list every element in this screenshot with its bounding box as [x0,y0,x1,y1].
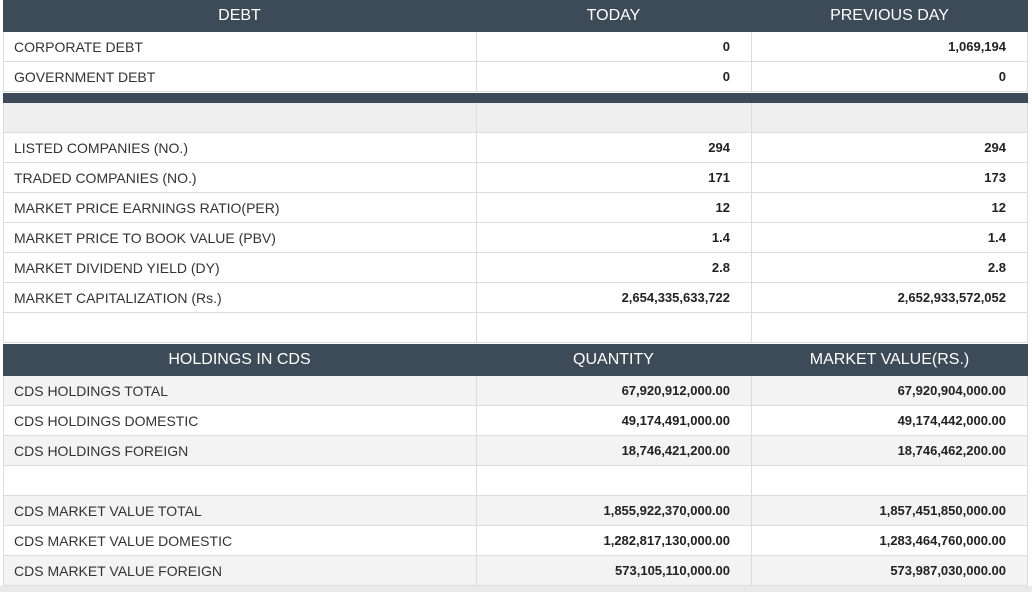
row-label: CORPORATE DEBT [3,32,476,62]
row-quantity-value: 1,855,922,370,000.00 [476,496,751,526]
row-market-value: 67,920,904,000.00 [751,376,1028,406]
row-today-value: 0 [476,62,751,92]
row-previous-value: 12 [751,193,1028,223]
debt-table-header: DEBT TODAY PREVIOUS DAY [3,0,1028,32]
row-market-value: 573,987,030,000.00 [751,556,1028,586]
table-row [3,103,1028,133]
section-divider [3,93,1028,103]
cds-header-market-value: MARKET VALUE(RS.) [809,351,970,368]
row-today-value: 171 [476,163,751,193]
row-previous-value [751,103,1028,133]
row-label: MARKET PRICE EARNINGS RATIO(PER) [3,193,476,223]
row-previous-value: 294 [751,133,1028,163]
row-quantity-value: 1,282,817,130,000.00 [476,526,751,556]
table-row: MARKET PRICE TO BOOK VALUE (PBV) 1.4 1.4 [3,223,1028,253]
row-today-value: 2.8 [476,253,751,283]
row-today-value [476,313,751,343]
row-label: LISTED COMPANIES (NO.) [3,133,476,163]
row-today-value: 1.4 [476,223,751,253]
row-label: CDS MARKET VALUE FOREIGN [3,556,476,586]
row-previous-value: 2.8 [751,253,1028,283]
row-label [3,313,476,343]
row-market-value: 1,283,464,760,000.00 [751,526,1028,556]
row-label: CDS HOLDINGS TOTAL [3,376,476,406]
row-today-value: 294 [476,133,751,163]
row-today-value [476,103,751,133]
row-label: MARKET DIVIDEND YIELD (DY) [3,253,476,283]
row-label: CDS MARKET VALUE TOTAL [3,496,476,526]
table-row: CDS HOLDINGS TOTAL 67,920,912,000.00 67,… [3,376,1028,406]
row-label: TRADED COMPANIES (NO.) [3,163,476,193]
row-previous-value: 1.4 [751,223,1028,253]
table-row: CDS MARKET VALUE DOMESTIC 1,282,817,130,… [3,526,1028,556]
row-quantity-value: 49,174,491,000.00 [476,406,751,436]
row-label: CDS MARKET VALUE DOMESTIC [3,526,476,556]
row-previous-value [751,313,1028,343]
row-today-value: 12 [476,193,751,223]
table-row [3,313,1028,343]
row-market-value: 49,174,442,000.00 [751,406,1028,436]
row-label: CDS HOLDINGS FOREIGN [3,436,476,466]
row-label [3,103,476,133]
cds-table-header: HOLDINGS IN CDS QUANTITY MARKET VALUE(RS… [3,344,1028,376]
row-previous-value: 0 [751,62,1028,92]
row-quantity-value [476,466,751,496]
row-label: MARKET PRICE TO BOOK VALUE (PBV) [3,223,476,253]
table-row [3,466,1028,496]
debt-header-today: TODAY [586,7,641,24]
row-previous-value: 2,652,933,572,052 [751,283,1028,313]
table-row: MARKET PRICE EARNINGS RATIO(PER) 12 12 [3,193,1028,223]
row-market-value: 18,746,462,200.00 [751,436,1028,466]
debt-header-previous: PREVIOUS DAY [830,7,949,24]
row-quantity-value: 573,105,110,000.00 [476,556,751,586]
row-today-value: 2,654,335,633,722 [476,283,751,313]
row-market-value: 1,857,451,850,000.00 [751,496,1028,526]
debt-header-label: DEBT [218,7,261,24]
table-row: TRADED COMPANIES (NO.) 171 173 [3,163,1028,193]
table-row: GOVERNMENT DEBT 0 0 [3,62,1028,92]
table-row: CDS MARKET VALUE TOTAL 1,855,922,370,000… [3,496,1028,526]
table-row: LISTED COMPANIES (NO.) 294 294 [3,133,1028,163]
row-quantity-value: 18,746,421,200.00 [476,436,751,466]
bottom-strip [0,586,1032,592]
table-row: MARKET CAPITALIZATION (Rs.) 2,654,335,63… [3,283,1028,313]
table-row: CDS MARKET VALUE FOREIGN 573,105,110,000… [3,556,1028,586]
table-row: MARKET DIVIDEND YIELD (DY) 2.8 2.8 [3,253,1028,283]
row-previous-value: 173 [751,163,1028,193]
cds-header-label: HOLDINGS IN CDS [168,351,311,368]
row-label: CDS HOLDINGS DOMESTIC [3,406,476,436]
row-label [3,466,476,496]
row-market-value [751,466,1028,496]
row-label: MARKET CAPITALIZATION (Rs.) [3,283,476,313]
row-previous-value: 1,069,194 [751,32,1028,62]
table-row: CORPORATE DEBT 0 1,069,194 [3,32,1028,62]
row-today-value: 0 [476,32,751,62]
cds-header-quantity: QUANTITY [573,351,654,368]
row-label: GOVERNMENT DEBT [3,62,476,92]
table-row: CDS HOLDINGS FOREIGN 18,746,421,200.00 1… [3,436,1028,466]
table-row: CDS HOLDINGS DOMESTIC 49,174,491,000.00 … [3,406,1028,436]
row-quantity-value: 67,920,912,000.00 [476,376,751,406]
